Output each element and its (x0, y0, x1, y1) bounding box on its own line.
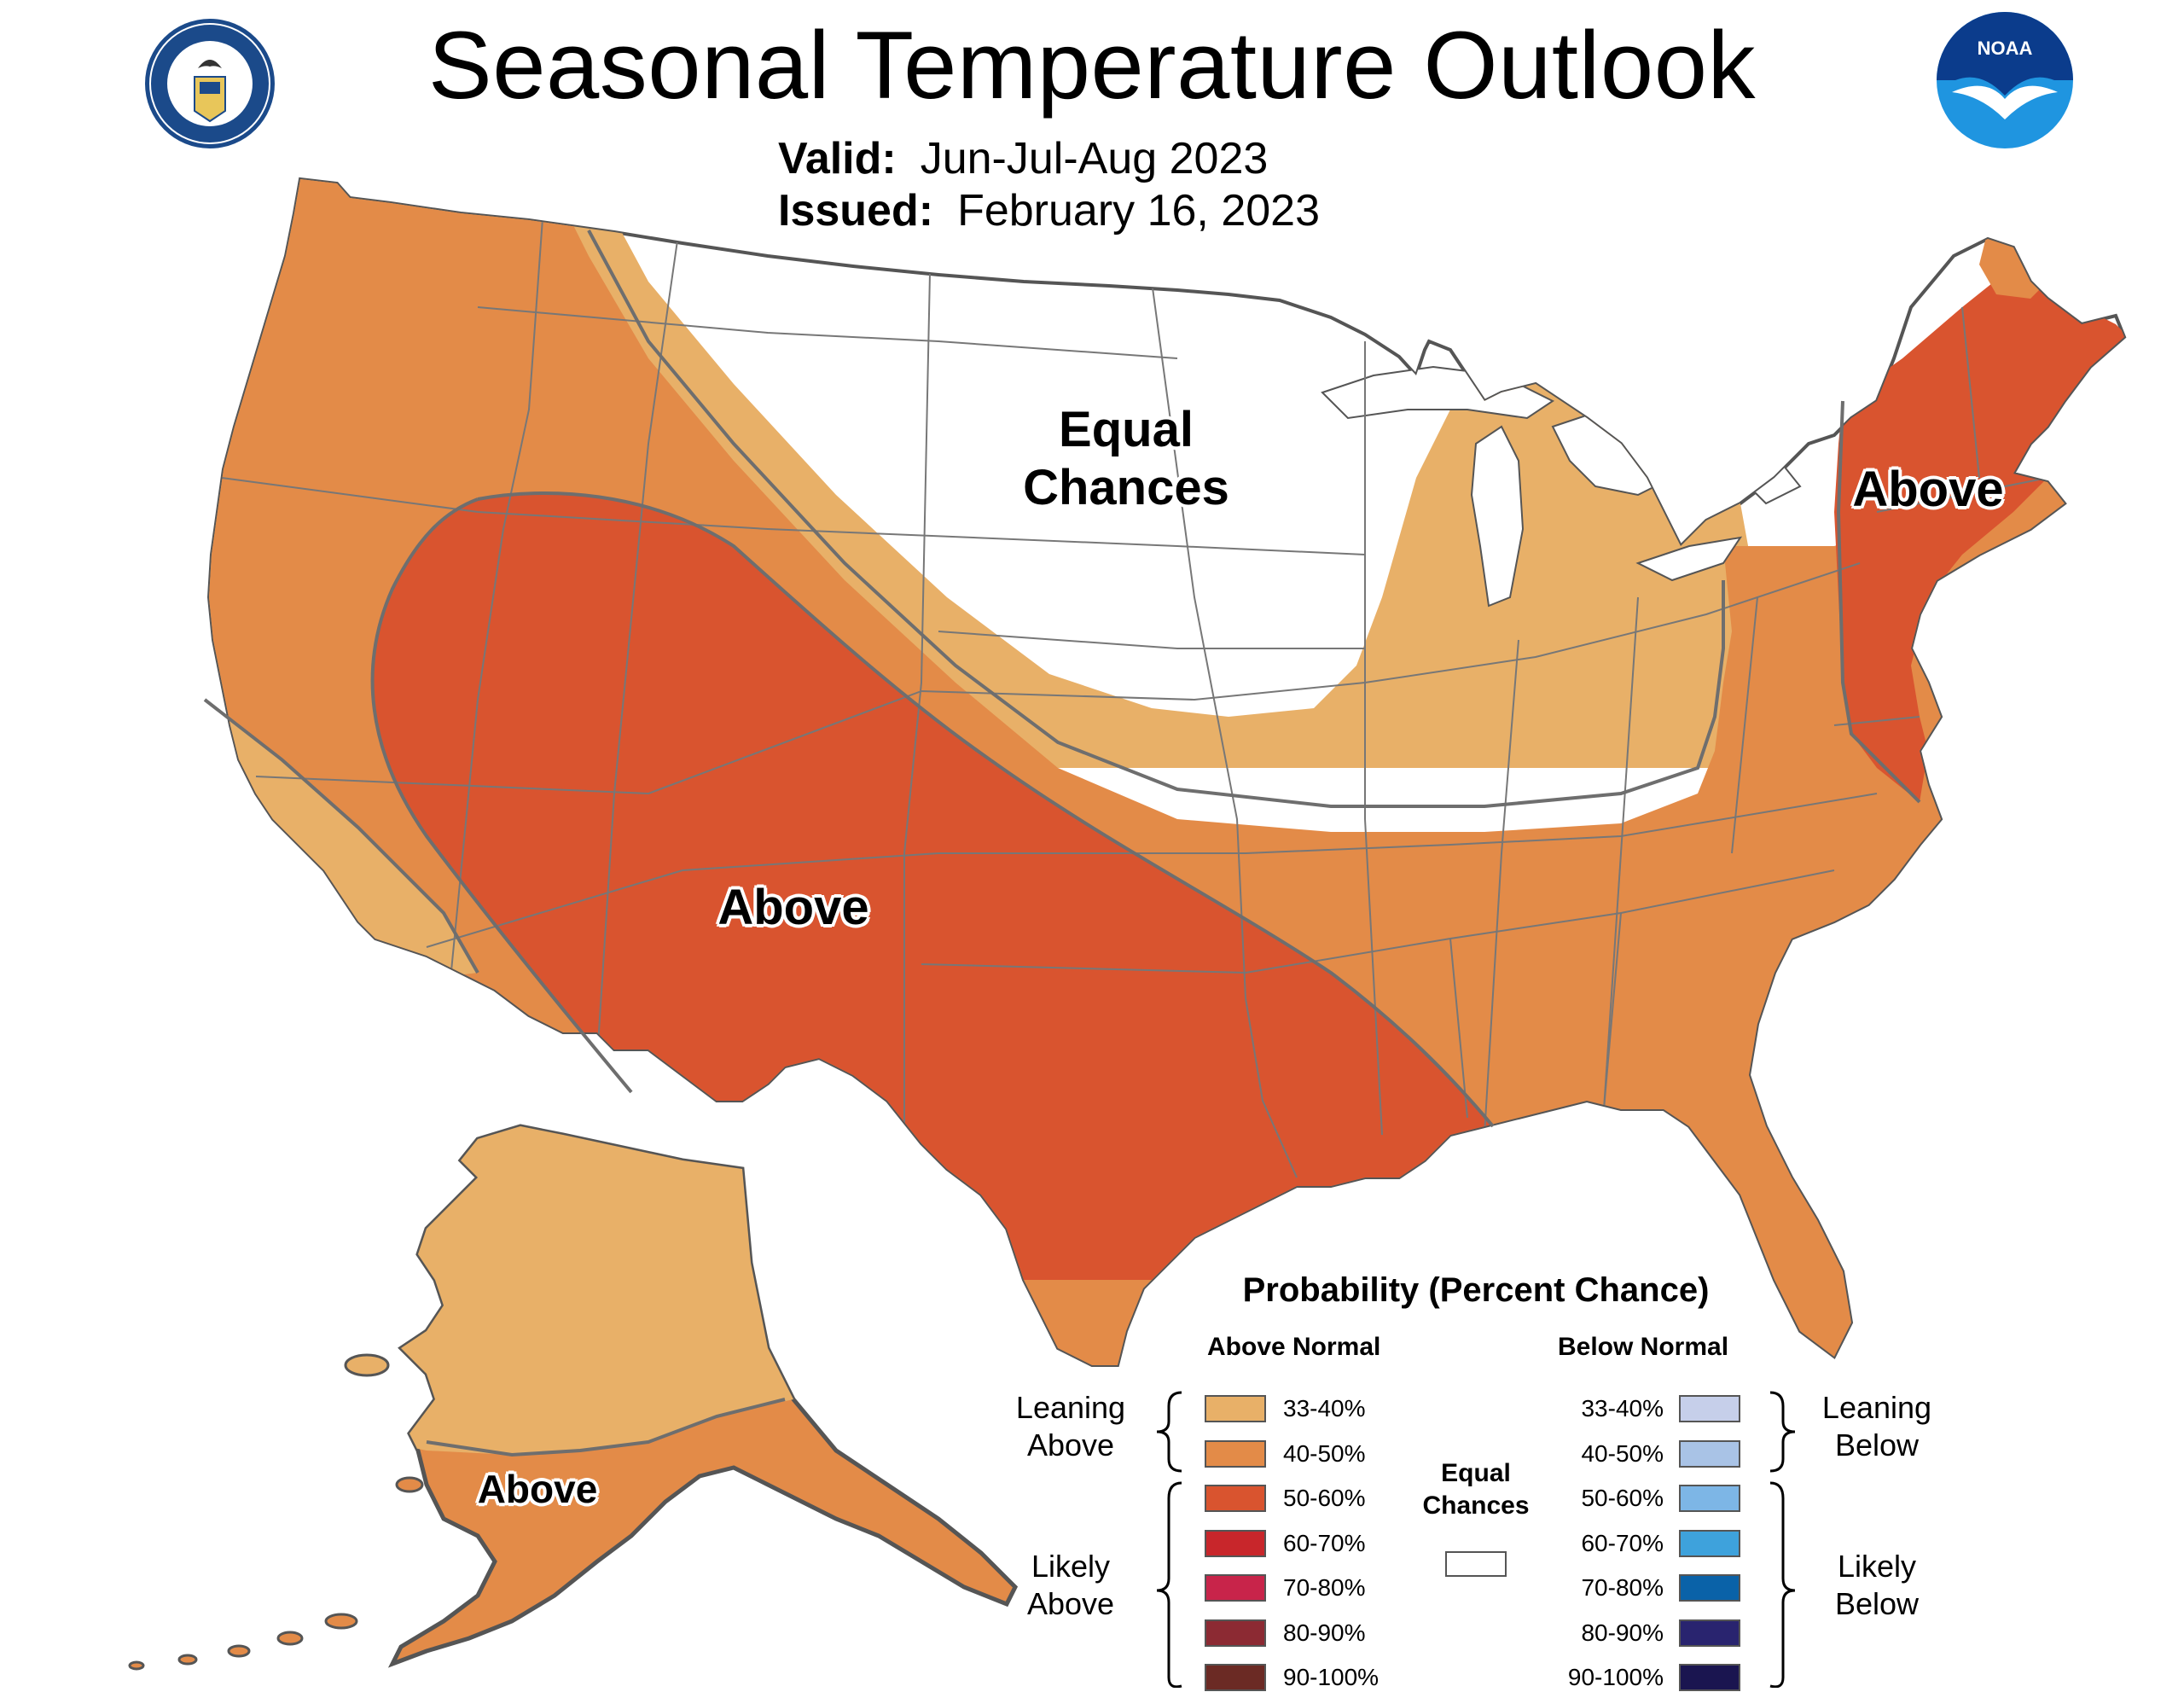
issued-label: Issued: (778, 186, 934, 235)
above-swatch-3 (1205, 1529, 1266, 1557)
likely-below-label: Likely Below (1834, 1549, 1920, 1621)
above-west-label: Above (717, 880, 869, 935)
below-swatch-2 (1679, 1485, 1740, 1512)
below-label-0: 33-40% (1581, 1395, 1664, 1422)
noaa-logo-icon: NOAA (1937, 12, 2073, 148)
issued-value: February 16, 2023 (957, 186, 1320, 235)
equal-chances-label: Equal Chances (1023, 402, 1229, 515)
below-label-2: 50-60% (1581, 1485, 1664, 1511)
below-normal-header: Below Normal (1558, 1333, 1729, 1361)
above-swatch-0 (1205, 1395, 1266, 1422)
above-label-2: 50-60% (1283, 1485, 1366, 1511)
above-northeast-label: Above (1852, 462, 2004, 517)
state-boundaries (221, 179, 2048, 1178)
leaning-below-label: Leaning Below (1821, 1390, 1932, 1462)
below-label-3: 60-70% (1581, 1529, 1664, 1556)
above-swatch-5 (1205, 1619, 1266, 1647)
valid-label: Valid: (778, 134, 897, 183)
likely-above-label: Likely Above (1026, 1549, 1115, 1621)
alaska-probability-zones (392, 1126, 793, 1455)
above-swatch-4 (1205, 1574, 1266, 1602)
below-swatch-4 (1679, 1574, 1740, 1602)
above-alaska-label: Above (477, 1467, 598, 1511)
below-swatch-0 (1679, 1395, 1740, 1422)
legend-title: Probability (Percent Chance) (1242, 1271, 1710, 1309)
probability-contours (203, 230, 1921, 1128)
below-swatch-5 (1679, 1619, 1740, 1647)
above-swatch-2 (1205, 1485, 1266, 1512)
below-swatch-1 (1679, 1439, 1740, 1468)
below-label-4: 70-80% (1581, 1574, 1664, 1601)
above-normal-header: Above Normal (1207, 1333, 1381, 1361)
above-swatch-1 (1205, 1439, 1266, 1468)
svg-text:NOAA: NOAA (1978, 38, 2033, 59)
below-label-1: 40-50% (1581, 1439, 1664, 1467)
aleutian-islands (128, 1353, 424, 1671)
above-label-6: 90-100% (1283, 1664, 1380, 1690)
above-label-1: 40-50% (1283, 1439, 1366, 1467)
page-title: Seasonal Temperature Outlook (428, 12, 1756, 119)
above-label-3: 60-70% (1283, 1529, 1366, 1556)
equal-chances-legend-label: Equal Chances (1422, 1459, 1530, 1520)
above-label-4: 70-80% (1283, 1574, 1366, 1601)
department-of-commerce-seal-icon (145, 19, 275, 148)
below-swatch-3 (1679, 1529, 1740, 1557)
equal-chances-swatch (1445, 1551, 1507, 1577)
above-label-0: 33-40% (1283, 1395, 1366, 1422)
above-label-5: 80-90% (1283, 1619, 1366, 1646)
issued-date: Issued: February 16, 2023 (778, 184, 1320, 237)
above-swatch-6 (1205, 1664, 1266, 1691)
valid-period: Valid: Jun-Jul-Aug 2023 (778, 132, 1268, 185)
below-label-6: 90-100% (1567, 1664, 1664, 1690)
leaning-above-label: Leaning Above (1015, 1390, 1126, 1462)
below-swatch-6 (1679, 1664, 1740, 1691)
below-label-5: 80-90% (1581, 1619, 1664, 1646)
alaska-contour (426, 1398, 786, 1457)
valid-value: Jun-Jul-Aug 2023 (920, 134, 1269, 183)
